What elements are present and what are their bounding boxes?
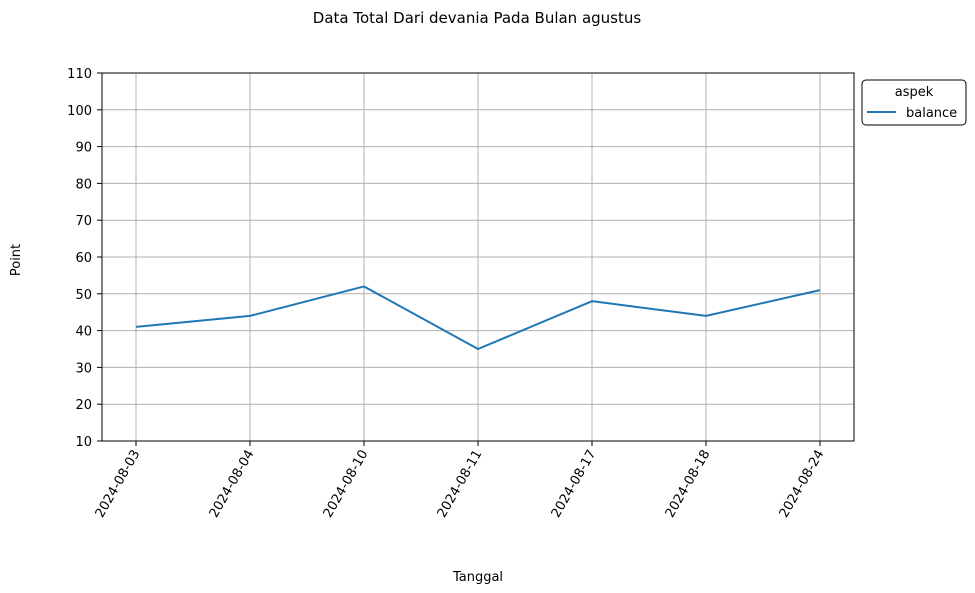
legend-entry-balance: balance [906, 106, 957, 121]
series-layer [135, 285, 821, 350]
legend-title: aspek [895, 85, 934, 100]
y-tick-label: 110 [67, 67, 92, 82]
y-axis-label: Point [9, 244, 24, 276]
y-tick-label: 100 [67, 104, 92, 119]
y-tick-label: 60 [75, 251, 92, 266]
x-tick-label: 2024-08-10 [321, 448, 372, 521]
x-tick-label: 2024-08-04 [207, 448, 258, 521]
legend-box [861, 79, 967, 126]
x-axis-label: Tanggal [452, 570, 503, 585]
y-tick-label: 40 [75, 325, 92, 340]
y-tick-label: 80 [75, 177, 92, 192]
x-axis: 2024-08-03 2024-08-04 2024-08-10 2024-08-11… [93, 441, 828, 521]
y-tick-label: 50 [75, 288, 92, 303]
x-tick-label: 2024-08-18 [663, 448, 714, 521]
grid [102, 72, 854, 442]
y-axis: 10 20 30 40 50 60 70 80 90 100 110 [67, 67, 102, 450]
chart-title: Data Total Dari devania Pada Bulan agust… [313, 9, 642, 27]
y-tick-label: 90 [75, 141, 92, 156]
legend: aspek balance [861, 79, 967, 126]
x-tick-label: 2024-08-17 [549, 448, 600, 521]
x-tick-label: 2024-08-03 [93, 448, 144, 521]
y-tick-label: 70 [75, 214, 92, 229]
y-tick-label: 20 [75, 398, 92, 413]
x-tick-label: 2024-08-11 [435, 448, 486, 521]
y-tick-label: 30 [75, 361, 92, 376]
y-tick-label: 10 [75, 435, 92, 450]
x-tick-label: 2024-08-24 [777, 448, 828, 521]
